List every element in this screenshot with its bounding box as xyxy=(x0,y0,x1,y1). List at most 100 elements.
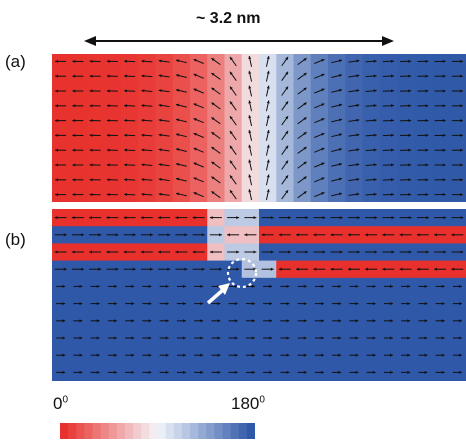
spin-arrow xyxy=(265,85,270,97)
spin-arrow xyxy=(211,336,221,340)
spin-arrow xyxy=(263,370,273,374)
spin-arrow xyxy=(106,148,118,152)
spin-arrow xyxy=(228,353,238,357)
spin-arrow xyxy=(400,163,412,167)
spin-arrow xyxy=(248,189,253,201)
colorbar-swatch xyxy=(181,423,191,439)
spin-arrow xyxy=(263,284,273,288)
spin-arrow xyxy=(348,118,360,122)
spin-arrow xyxy=(382,59,394,63)
spin-arrow xyxy=(383,353,393,357)
spin-arrow xyxy=(124,89,136,93)
spin-arrow xyxy=(418,336,428,340)
spin-arrow xyxy=(175,162,187,167)
spin-arrow xyxy=(124,133,136,137)
spin-arrow xyxy=(451,233,464,237)
spin-arrow xyxy=(313,250,326,254)
spin-arrow xyxy=(248,174,253,186)
spin-arrow xyxy=(349,370,359,374)
spin-arrow xyxy=(89,74,101,78)
spin-arrow xyxy=(159,284,169,288)
colorbar-swatch xyxy=(149,423,158,439)
spin-arrow xyxy=(211,319,221,323)
spin-arrow xyxy=(192,233,205,237)
spin-arrow xyxy=(176,353,186,357)
spin-arrow xyxy=(140,250,153,254)
spin-arrow xyxy=(141,104,153,108)
spin-arrow xyxy=(263,336,273,340)
spin-arrow xyxy=(106,133,118,137)
spin-arrow xyxy=(416,233,429,237)
spin-arrow xyxy=(72,163,84,167)
spin-arrow xyxy=(297,87,307,95)
spin-arrow xyxy=(297,284,307,288)
spin-arrow xyxy=(382,118,394,123)
spin-arrow xyxy=(211,87,221,95)
spin-arrow xyxy=(175,133,187,138)
spin-arrow xyxy=(297,302,307,306)
spin-arrow xyxy=(123,216,136,220)
spin-arrow xyxy=(245,370,255,374)
spin-arrow xyxy=(382,267,395,271)
spin-arrow xyxy=(434,250,447,254)
spin-arrow xyxy=(435,353,445,357)
spin-arrow xyxy=(106,89,118,93)
spin-arrow xyxy=(417,104,429,108)
spin-arrow xyxy=(314,319,324,323)
spin-arrow xyxy=(89,119,101,123)
spin-arrow xyxy=(434,104,446,108)
spin-arrow xyxy=(417,163,429,167)
spin-arrow xyxy=(263,302,273,306)
colorbar-swatch xyxy=(222,423,232,439)
spin-arrow xyxy=(124,192,136,197)
spin-arrow xyxy=(158,163,170,167)
panel-b-spin-map xyxy=(52,209,466,381)
spin-arrow xyxy=(434,119,446,123)
spin-arrow xyxy=(89,163,101,167)
spin-arrow xyxy=(209,250,222,254)
spin-arrow xyxy=(314,147,325,153)
spin-arrow xyxy=(175,267,188,271)
spin-arrow xyxy=(175,103,187,108)
spin-arrow xyxy=(107,370,117,374)
spin-arrow xyxy=(348,163,360,167)
spin-arrow xyxy=(418,284,428,288)
spin-arrow xyxy=(417,133,429,137)
spin-arrow xyxy=(71,250,84,254)
spin-arrow xyxy=(56,319,66,323)
spin-arrow xyxy=(71,216,84,220)
spin-arrow xyxy=(281,71,289,81)
spin-arrow xyxy=(261,267,274,271)
spin-arrow xyxy=(106,59,118,63)
spin-arrow xyxy=(106,267,119,271)
spin-arrow xyxy=(158,148,170,152)
domain-column xyxy=(293,54,312,202)
spin-arrow xyxy=(281,101,289,111)
spin-arrow xyxy=(382,178,394,182)
spin-arrow xyxy=(348,133,360,137)
spin-arrow xyxy=(365,59,377,63)
colorbar-max-label: 1800 xyxy=(231,394,265,413)
spin-arrow xyxy=(434,59,446,63)
colorbar-swatch xyxy=(84,423,93,439)
spin-arrow xyxy=(451,74,463,78)
spin-arrow xyxy=(417,59,429,63)
spin-arrow xyxy=(365,133,377,137)
spin-arrow xyxy=(227,216,240,220)
spin-arrow xyxy=(71,233,84,237)
spin-arrow xyxy=(229,56,237,67)
spin-arrow xyxy=(248,100,253,112)
spin-arrow xyxy=(278,216,291,220)
spin-arrow xyxy=(55,193,67,197)
spin-arrow xyxy=(175,250,188,254)
spin-arrow xyxy=(261,233,274,237)
spin-arrow xyxy=(55,74,67,78)
spin-arrow xyxy=(331,133,343,138)
colorbar-swatch xyxy=(116,423,126,439)
spin-arrow xyxy=(331,162,343,167)
spin-arrow xyxy=(228,284,238,288)
spin-arrow xyxy=(211,72,221,80)
spin-arrow xyxy=(142,336,152,340)
spin-arrow xyxy=(296,267,309,271)
spin-arrow xyxy=(400,133,412,137)
